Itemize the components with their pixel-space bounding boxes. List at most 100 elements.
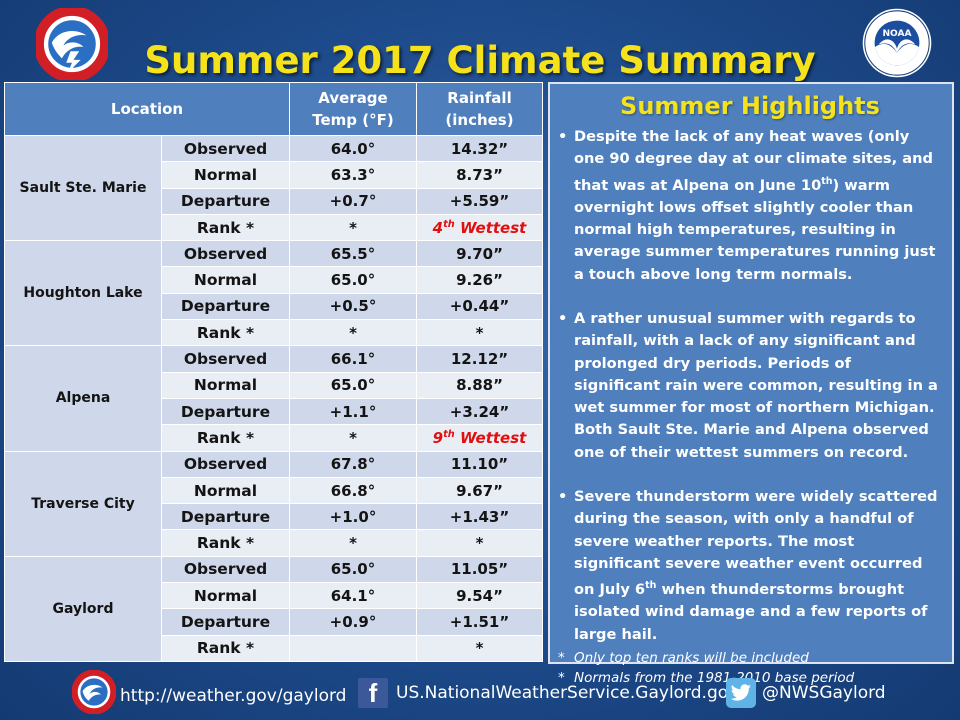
highlights-list: Despite the lack of any heat waves (only… [558,126,942,646]
row-label: Observed [161,345,290,373]
highlights-title: Summer Highlights [620,92,880,120]
temp-value: 63.3° [289,161,417,189]
table-row: Rank * * * [5,529,543,557]
temp-value: 66.8° [289,476,417,505]
footer-website[interactable]: http://weather.gov/gaylord [72,670,347,714]
footer-twitter[interactable]: @NWSGaylord [726,678,886,708]
rain-value: 9.70” [416,240,543,268]
website-link[interactable]: http://weather.gov/gaylord [120,686,347,706]
location-name: Gaylord [4,555,162,662]
row-label: Normal [161,266,290,294]
temp-value: +1.0° [289,503,417,531]
temp-value: * [289,213,417,242]
highlights-panel: Summer Highlights Despite the lack of an… [548,82,954,688]
rain-value: +1.43” [416,503,543,531]
temp-value: 66.1° [289,345,417,373]
table-row: Rank * * 4th Wettest [5,213,543,242]
location-name: Alpena [4,345,162,452]
rain-value: 11.10” [416,450,543,478]
rain-value: 9th Wettest [416,424,543,452]
rain-value: 11.05” [416,555,543,584]
header-rain-line1: Rainfall [447,89,512,107]
climate-table: Location Average Temp (°F) Rainfall (inc… [4,82,543,662]
rain-value: 9.67” [416,476,543,505]
temp-value: +0.5° [289,292,417,321]
table-row: Sault Ste. Marie Observed 64.0° 14.32” [4,134,543,242]
row-label: Departure [161,608,290,636]
header-rain-line2: (inches) [445,111,514,129]
temp-value: 65.5° [289,240,417,268]
row-label: Normal [161,582,290,610]
location-name: Houghton Lake [4,240,162,347]
nws-logo [36,8,108,80]
table-row: Alpena Observed 66.1° 12.12” [4,345,543,452]
row-label: Normal [161,371,290,399]
table-row: Normal 64.1° 9.54” [5,582,543,610]
facebook-link[interactable]: US.NationalWeatherService.Gaylord.gov [396,683,739,703]
rain-value: 8.73” [416,161,543,189]
table-row: Rank * * 9th Wettest [5,424,543,452]
temp-value: +0.7° [289,187,417,215]
table-row: Normal 65.0° 9.26” [5,266,543,294]
table-row: Departure +1.1° +3.24” [5,397,543,426]
footer: http://weather.gov/gaylord f US.National… [0,670,960,716]
table-row: Normal 65.0° 8.88” [5,371,543,399]
row-label: Normal [161,161,290,189]
temp-value: 64.0° [289,134,417,163]
noaa-logo: NOAA [862,8,932,78]
rain-value: * [416,634,543,662]
table-row: Departure +0.5° +0.44” [5,292,543,321]
row-label: Departure [161,292,290,321]
row-label: Departure [161,397,290,426]
rain-value: 9.54” [416,582,543,610]
facebook-icon: f [358,678,388,708]
temp-value: * [289,424,417,452]
row-label: Observed [161,134,290,163]
rain-value: +1.51” [416,608,543,636]
table-row: Houghton Lake Observed 65.5° 9.70” [4,240,543,347]
highlight-bullet: Severe thunderstorm were widely scattere… [558,486,942,646]
header-temp-line1: Average [318,89,388,107]
table-header-row: Location Average Temp (°F) Rainfall (inc… [4,82,543,136]
temp-value: +0.9° [289,608,417,636]
row-label: Departure [161,187,290,215]
temp-value: 65.0° [289,266,417,294]
row-label: Observed [161,555,290,584]
table-row: Rank * * [5,634,543,662]
temp-value: 65.0° [289,371,417,399]
temp-value: * [289,529,417,557]
rain-value: +5.59” [416,187,543,215]
table-row: Normal 63.3° 8.73” [5,161,543,189]
rain-value: 8.88” [416,371,543,399]
location-name: Traverse City [4,450,162,557]
footnotes: Only top ten ranks will be included Norm… [558,648,942,688]
header-temp-line2: Temp (°F) [312,111,394,129]
rain-value: * [416,319,543,347]
row-label: Observed [161,450,290,478]
rain-value: 9.26” [416,266,543,294]
twitter-icon [726,678,756,708]
row-label: Rank * [161,634,290,662]
table-row: Departure +0.9° +1.51” [5,608,543,636]
row-label: Rank * [161,213,290,242]
row-label: Rank * [161,319,290,347]
highlight-bullet: Despite the lack of any heat waves (only… [558,126,942,286]
twitter-link[interactable]: @NWSGaylord [762,683,886,703]
table-row: Gaylord Observed 65.0° 11.05” [4,555,543,662]
temp-value: * [289,319,417,347]
rain-value: 4th Wettest [416,213,543,242]
temp-value: 67.8° [289,450,417,478]
footer-facebook[interactable]: f US.NationalWeatherService.Gaylord.gov [358,678,738,708]
table-row: Rank * * * [5,319,543,347]
page-title: Summer 2017 Climate Summary [144,38,816,82]
row-label: Normal [161,476,290,505]
temp-value: 64.1° [289,582,417,610]
rain-value: * [416,529,543,557]
table-row: Departure +0.7° +5.59” [5,187,543,215]
row-label: Observed [161,240,290,268]
row-label: Rank * [161,529,290,557]
rain-value: 14.32” [416,134,543,163]
header-rain: Rainfall (inches) [416,82,543,136]
nws-small-logo-icon [72,670,116,714]
footnote: Normals from the 1981-2010 base period [558,668,942,688]
